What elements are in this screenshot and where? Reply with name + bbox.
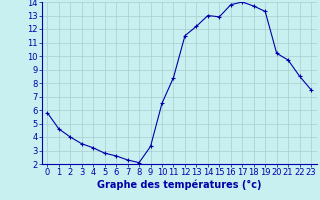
X-axis label: Graphe des températures (°c): Graphe des températures (°c) <box>97 180 261 190</box>
